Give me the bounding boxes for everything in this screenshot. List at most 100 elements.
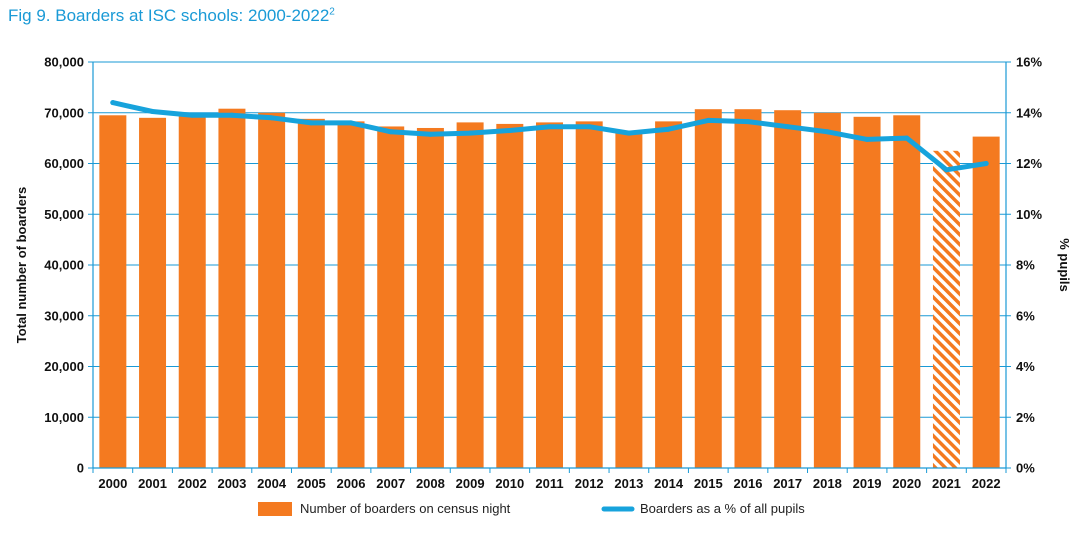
bar-2008 <box>416 127 444 468</box>
point-2013 <box>626 130 632 136</box>
x-tick-label: 2008 <box>416 476 445 491</box>
footnote-marker: 2 <box>329 6 335 18</box>
point-2010 <box>507 128 513 134</box>
point-2001 <box>150 108 156 114</box>
bar-series <box>99 108 1000 469</box>
y-right-tick-label: 12% <box>1016 156 1042 171</box>
point-2009 <box>467 130 473 136</box>
x-tick-label: 2010 <box>495 476 524 491</box>
bar-2007 <box>377 126 405 468</box>
y-left-tick-label: 60,000 <box>44 156 84 171</box>
legend: Number of boarders on census night Boarde… <box>258 501 805 516</box>
point-2012 <box>586 124 592 130</box>
y-right-tick-label: 16% <box>1016 55 1042 70</box>
bar-2021 <box>932 150 960 468</box>
bar-2003 <box>218 108 246 468</box>
point-2000 <box>110 100 116 106</box>
line-series <box>110 100 989 173</box>
point-2006 <box>348 120 354 126</box>
point-2015 <box>705 117 711 123</box>
point-2014 <box>666 126 672 132</box>
y-left-tick-label: 10,000 <box>44 410 84 425</box>
bar-2013 <box>615 131 643 468</box>
x-tick-label: 2013 <box>614 476 643 491</box>
bar-2019 <box>853 116 881 468</box>
y-left-tick-label: 80,000 <box>44 55 84 70</box>
x-tick-label: 2020 <box>892 476 921 491</box>
x-tick-label: 2002 <box>178 476 207 491</box>
point-2021 <box>943 167 949 173</box>
bar-2015 <box>694 109 722 468</box>
x-tick-label: 2001 <box>138 476 167 491</box>
y-right-axis-title: % pupils <box>1057 238 1072 291</box>
bar-2001 <box>139 117 167 468</box>
bar-2005 <box>297 118 325 468</box>
bar-2012 <box>575 121 603 468</box>
x-tick-label: 2005 <box>297 476 326 491</box>
x-tick-label: 2012 <box>575 476 604 491</box>
bar-2020 <box>893 115 921 468</box>
bar-2017 <box>774 110 802 469</box>
y-right-tick-label: 6% <box>1016 308 1035 323</box>
point-2003 <box>229 112 235 118</box>
bar-2016 <box>734 109 762 468</box>
x-tick-label: 2003 <box>217 476 246 491</box>
x-tick-label: 2017 <box>773 476 802 491</box>
bar-2014 <box>655 121 683 468</box>
point-2011 <box>547 124 552 130</box>
point-2008 <box>427 131 433 137</box>
bar-2006 <box>337 121 365 468</box>
axes <box>88 61 1011 473</box>
bar-2022 <box>972 136 1000 469</box>
x-tick-label: 2007 <box>376 476 405 491</box>
point-2020 <box>904 135 910 141</box>
point-2016 <box>745 119 751 125</box>
point-2018 <box>824 129 830 135</box>
chart-title: Fig 9. Boarders at ISC schools: 2000-202… <box>8 6 335 26</box>
y-right-tick-label: 2% <box>1016 410 1035 425</box>
bar-2002 <box>178 115 206 468</box>
x-tick-label: 2019 <box>853 476 882 491</box>
legend-swatch-bars <box>258 502 292 516</box>
legend-label-line: Boarders as a % of all pupils <box>640 501 805 516</box>
tick-labels: 0 10,000 20,000 30,000 40,000 50,000 60,000 70,… <box>14 55 1072 492</box>
x-tick-label: 2018 <box>813 476 842 491</box>
x-tick-label: 2021 <box>932 476 961 491</box>
y-left-tick-label: 50,000 <box>44 207 84 222</box>
y-left-axis-title: Total number of boarders <box>14 187 29 344</box>
x-tick-label: 2022 <box>972 476 1001 491</box>
point-2002 <box>189 112 195 118</box>
bar-2011 <box>536 122 563 468</box>
point-2022 <box>983 161 989 166</box>
x-tick-label: 2004 <box>257 476 287 491</box>
x-tick-label: 2009 <box>456 476 485 491</box>
point-2007 <box>388 129 394 135</box>
y-right-tick-label: 4% <box>1016 359 1035 374</box>
y-left-tick-label: 30,000 <box>44 308 84 323</box>
x-tick-label: 2011 <box>535 476 563 491</box>
y-left-tick-label: 20,000 <box>44 359 84 374</box>
y-left-tick-label: 40,000 <box>44 258 84 273</box>
bar-2000 <box>99 115 127 468</box>
bar-2018 <box>813 112 841 468</box>
point-2019 <box>864 136 870 142</box>
point-2017 <box>785 124 791 130</box>
bar-2004 <box>258 112 286 468</box>
y-left-tick-label: 70,000 <box>44 105 84 120</box>
x-tick-label: 2016 <box>734 476 763 491</box>
y-right-tick-label: 14% <box>1016 105 1042 120</box>
bar-2010 <box>496 123 524 468</box>
x-tick-label: 2015 <box>694 476 723 491</box>
chart-title-text: Fig 9. Boarders at ISC schools: 2000-202… <box>8 6 330 25</box>
x-tick-label: 2014 <box>654 476 684 491</box>
legend-label-bars: Number of boarders on census night <box>300 501 511 516</box>
bar-2009 <box>456 122 484 468</box>
y-left-tick-label: 0 <box>77 461 84 476</box>
point-2004 <box>269 115 275 121</box>
y-right-tick-label: 0% <box>1016 461 1035 476</box>
x-tick-label: 2000 <box>98 476 127 491</box>
point-2005 <box>308 120 314 126</box>
y-right-tick-label: 10% <box>1016 207 1042 222</box>
x-tick-label: 2006 <box>337 476 366 491</box>
